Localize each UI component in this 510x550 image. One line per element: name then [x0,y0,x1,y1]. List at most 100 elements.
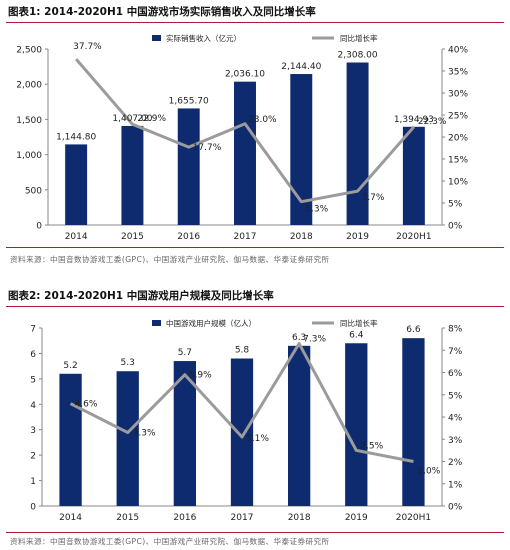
x-tick-label: 2019 [345,513,368,523]
y-tick-label-left: 1,000 [16,151,42,161]
bar [402,338,425,506]
bar-value-label: 2,144.40 [281,62,321,72]
figure-1: 图表1: 2014-2020H1 中国游戏市场实际销售收入及同比增长率 0 500… [6,6,504,264]
y-tick-label-right: 5% [448,200,463,210]
y-tick-label-right: 0% [448,222,463,232]
bar-value-label: 6.6 [406,325,421,335]
line-value-label: 7.7% [362,193,385,203]
x-tick-label: 2014 [65,232,88,242]
x-tick-label: 2018 [290,232,313,242]
y-tick-label-right: 6% [448,369,463,379]
y-tick-label-left: 5 [30,375,36,385]
bar [345,343,368,506]
x-tick-label: 2019 [346,232,369,242]
bar-value-label: 5.8 [235,346,250,356]
y-tick-label-left: 1,500 [16,116,42,126]
bar [121,125,144,225]
bar-value-label: 1,407.00 [112,114,152,124]
bar [177,108,200,225]
line-value-label: 22.3% [418,117,447,127]
bar-value-label: 6.4 [349,330,364,340]
bar [234,81,256,225]
x-tick-label: 2020H1 [396,513,431,523]
line-value-label: 22.9% [137,114,166,124]
source-rule [6,532,504,533]
y-tick-label-left: 6 [30,350,36,360]
x-tick-label: 2015 [116,513,139,523]
y-tick-label-right: 20% [448,134,468,144]
chart-revenue: 0 500 1,000 1,500 2,000 2,500 0% 5% 10% 15% 20% 25%… [16,33,468,242]
title-rule [6,22,504,23]
x-tick-label: 2015 [121,232,144,242]
bar-value-label: 1,144.80 [56,132,96,142]
line-value-label: 17.7% [193,143,222,153]
line-value-label: 5.9% [189,371,212,381]
line-value-label: 7.3% [303,335,326,345]
bar [65,144,88,225]
y-tick-label-right: 15% [448,156,468,166]
growth-line [75,58,415,204]
legend-label-line: 同比增长率 [340,33,378,43]
y-tick-label-right: 10% [448,178,468,188]
x-tick-label: 2016 [177,232,200,242]
bar [288,345,311,506]
y-tick-label-right: 4% [448,414,463,424]
line-value-label: 4.6% [75,400,98,410]
growth-line [69,342,414,463]
legend-label-bar: 实际销售收入（亿元） [166,33,241,43]
figure-2: 图表2: 2014-2020H1 中国游戏用户规模及同比增长率 0 1 2 3 4 5 6 7… [0,276,510,550]
y-tick-label-left: 1 [30,477,36,487]
bar-value-label: 5.2 [63,361,77,371]
bar-value-label: 2,308.00 [338,51,378,61]
chart-users: 0 1 2 3 4 5 6 7 0% 1% 2% 3% 4% 5% 6% 7% 8% 5.2 5.3 5.7 5.8 6.… [30,318,463,523]
bar [290,74,313,225]
source-note: 资料来源：中国音数协游戏工委(GPC)、中国游戏产业研究院、伽马数据、华泰证券研… [10,537,330,546]
bar [402,126,425,225]
y-tick-label-right: 7% [448,347,463,357]
legend-swatch-bar [152,320,161,326]
x-tick-label: 2017 [231,513,254,523]
y-tick-label-left: 3 [30,426,36,436]
bar [116,371,139,506]
y-tick-label-left: 2,500 [16,46,42,56]
bar-value-label: 6.3 [292,333,306,343]
line-value-label: 5.3% [305,205,328,215]
y-tick-label-right: 35% [448,68,468,78]
legend-label-bar: 中国游戏用户规模（亿人） [166,318,256,328]
y-tick-label-left: 4 [30,401,36,411]
line-value-label: 23.0% [248,115,277,125]
y-tick-label-left: 0 [36,222,42,232]
x-tick-label: 2016 [173,513,196,523]
line-value-label: 37.7% [73,42,102,52]
x-tick-label: 2020H1 [396,232,431,242]
y-tick-label-right: 1% [448,480,463,490]
source-rule [6,247,504,248]
y-tick-label-left: 2 [30,452,36,462]
y-tick-label-right: 40% [448,46,468,56]
line-value-label: 3.3% [133,429,156,439]
x-tick-label: 2014 [59,513,82,523]
legend-label-line: 同比增长率 [340,318,378,328]
source-note: 资料来源：中国音数协游戏工委(GPC)、中国游戏产业研究院、伽马数据、华泰证券研… [10,255,330,264]
line-value-label: 3.1% [246,434,269,444]
figure-title: 图表2: 2014-2020H1 中国游戏用户规模及同比增长率 [8,290,274,302]
y-tick-label-left: 7 [30,325,36,335]
y-tick-label-right: 30% [448,90,468,100]
y-tick-label-right: 0% [448,503,463,513]
y-tick-label-right: 8% [448,325,463,335]
y-tick-label-right: 2% [448,458,463,468]
bar-value-label: 1,655.70 [169,96,209,106]
y-tick-label-left: 500 [25,186,42,196]
bar [59,373,82,506]
title-rule [6,306,504,307]
bar-value-label: 5.7 [178,348,192,358]
x-tick-label: 2018 [288,513,311,523]
y-tick-label-left: 2,000 [16,81,42,91]
y-tick-label-right: 25% [448,112,468,122]
bar [230,358,254,506]
line-value-label: 2.5% [360,441,383,451]
bar [173,361,196,506]
y-tick-label-right: 5% [448,391,463,401]
legend-swatch-bar [152,35,161,41]
figure-title: 图表1: 2014-2020H1 中国游戏市场实际销售收入及同比增长率 [8,6,316,18]
